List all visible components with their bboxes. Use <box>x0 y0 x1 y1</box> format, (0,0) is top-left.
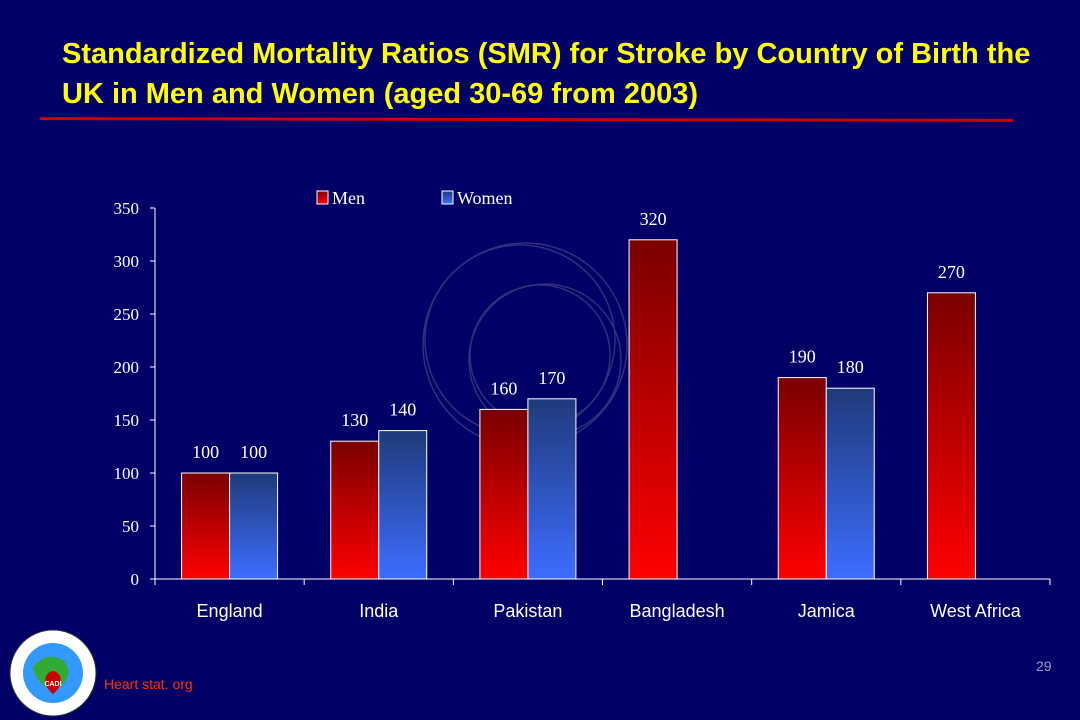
chart-legend: Men Women <box>316 188 513 208</box>
chart-axes: 0 50 100 150 200 250 300 350 England India Pakista… <box>114 199 1051 621</box>
x-tick-label: Jamica <box>798 601 856 621</box>
cadi-logo: CADI <box>9 629 97 717</box>
data-label: 100 <box>240 442 267 462</box>
data-label: 180 <box>837 357 864 377</box>
y-tick-label: 100 <box>114 464 140 483</box>
y-tick-label: 50 <box>122 517 139 536</box>
y-tick-label: 350 <box>114 199 140 218</box>
page-number: 29 <box>1036 658 1052 674</box>
chart-labels: 100 130 160 320 190 270 100 140 170 180 <box>192 209 965 462</box>
y-tick-label: 0 <box>131 570 140 589</box>
bar-women <box>825 387 875 580</box>
data-label: 270 <box>938 262 965 282</box>
y-tick-label: 150 <box>114 411 140 430</box>
x-tick-label: Pakistan <box>493 601 562 621</box>
y-tick-label: 250 <box>114 305 140 324</box>
y-tick-label: 200 <box>114 358 140 377</box>
bar-men <box>479 408 529 580</box>
bar-men <box>181 472 231 580</box>
bar-men <box>330 440 380 580</box>
bar-men <box>926 292 976 580</box>
page-title: Standardized Mortality Ratios (SMR) for … <box>62 38 1031 110</box>
x-tick-label: India <box>359 601 399 621</box>
chart-bars <box>181 239 976 580</box>
legend-swatch-women <box>441 190 454 205</box>
bar-women <box>378 430 428 580</box>
legend-label-men: Men <box>332 188 365 208</box>
bar-men <box>777 377 827 580</box>
data-label: 170 <box>538 368 565 388</box>
x-tick-label: West Africa <box>930 601 1022 621</box>
data-label: 190 <box>789 347 816 367</box>
data-label: 100 <box>192 442 219 462</box>
source-citation: Heart stat. org <box>104 676 193 692</box>
data-label: 320 <box>640 209 667 229</box>
bar-women <box>229 472 279 580</box>
bar-women <box>527 398 577 580</box>
x-tick-label: Bangladesh <box>630 601 725 621</box>
x-tick-label: England <box>197 601 263 621</box>
legend-swatch-men <box>316 190 329 205</box>
y-tick-label: 300 <box>114 252 140 271</box>
data-label: 130 <box>341 410 368 430</box>
svg-text:CADI: CADI <box>44 681 61 688</box>
legend-label-women: Women <box>457 188 513 208</box>
data-label: 140 <box>389 400 416 420</box>
data-label: 160 <box>490 378 517 398</box>
bar-men <box>628 239 678 580</box>
